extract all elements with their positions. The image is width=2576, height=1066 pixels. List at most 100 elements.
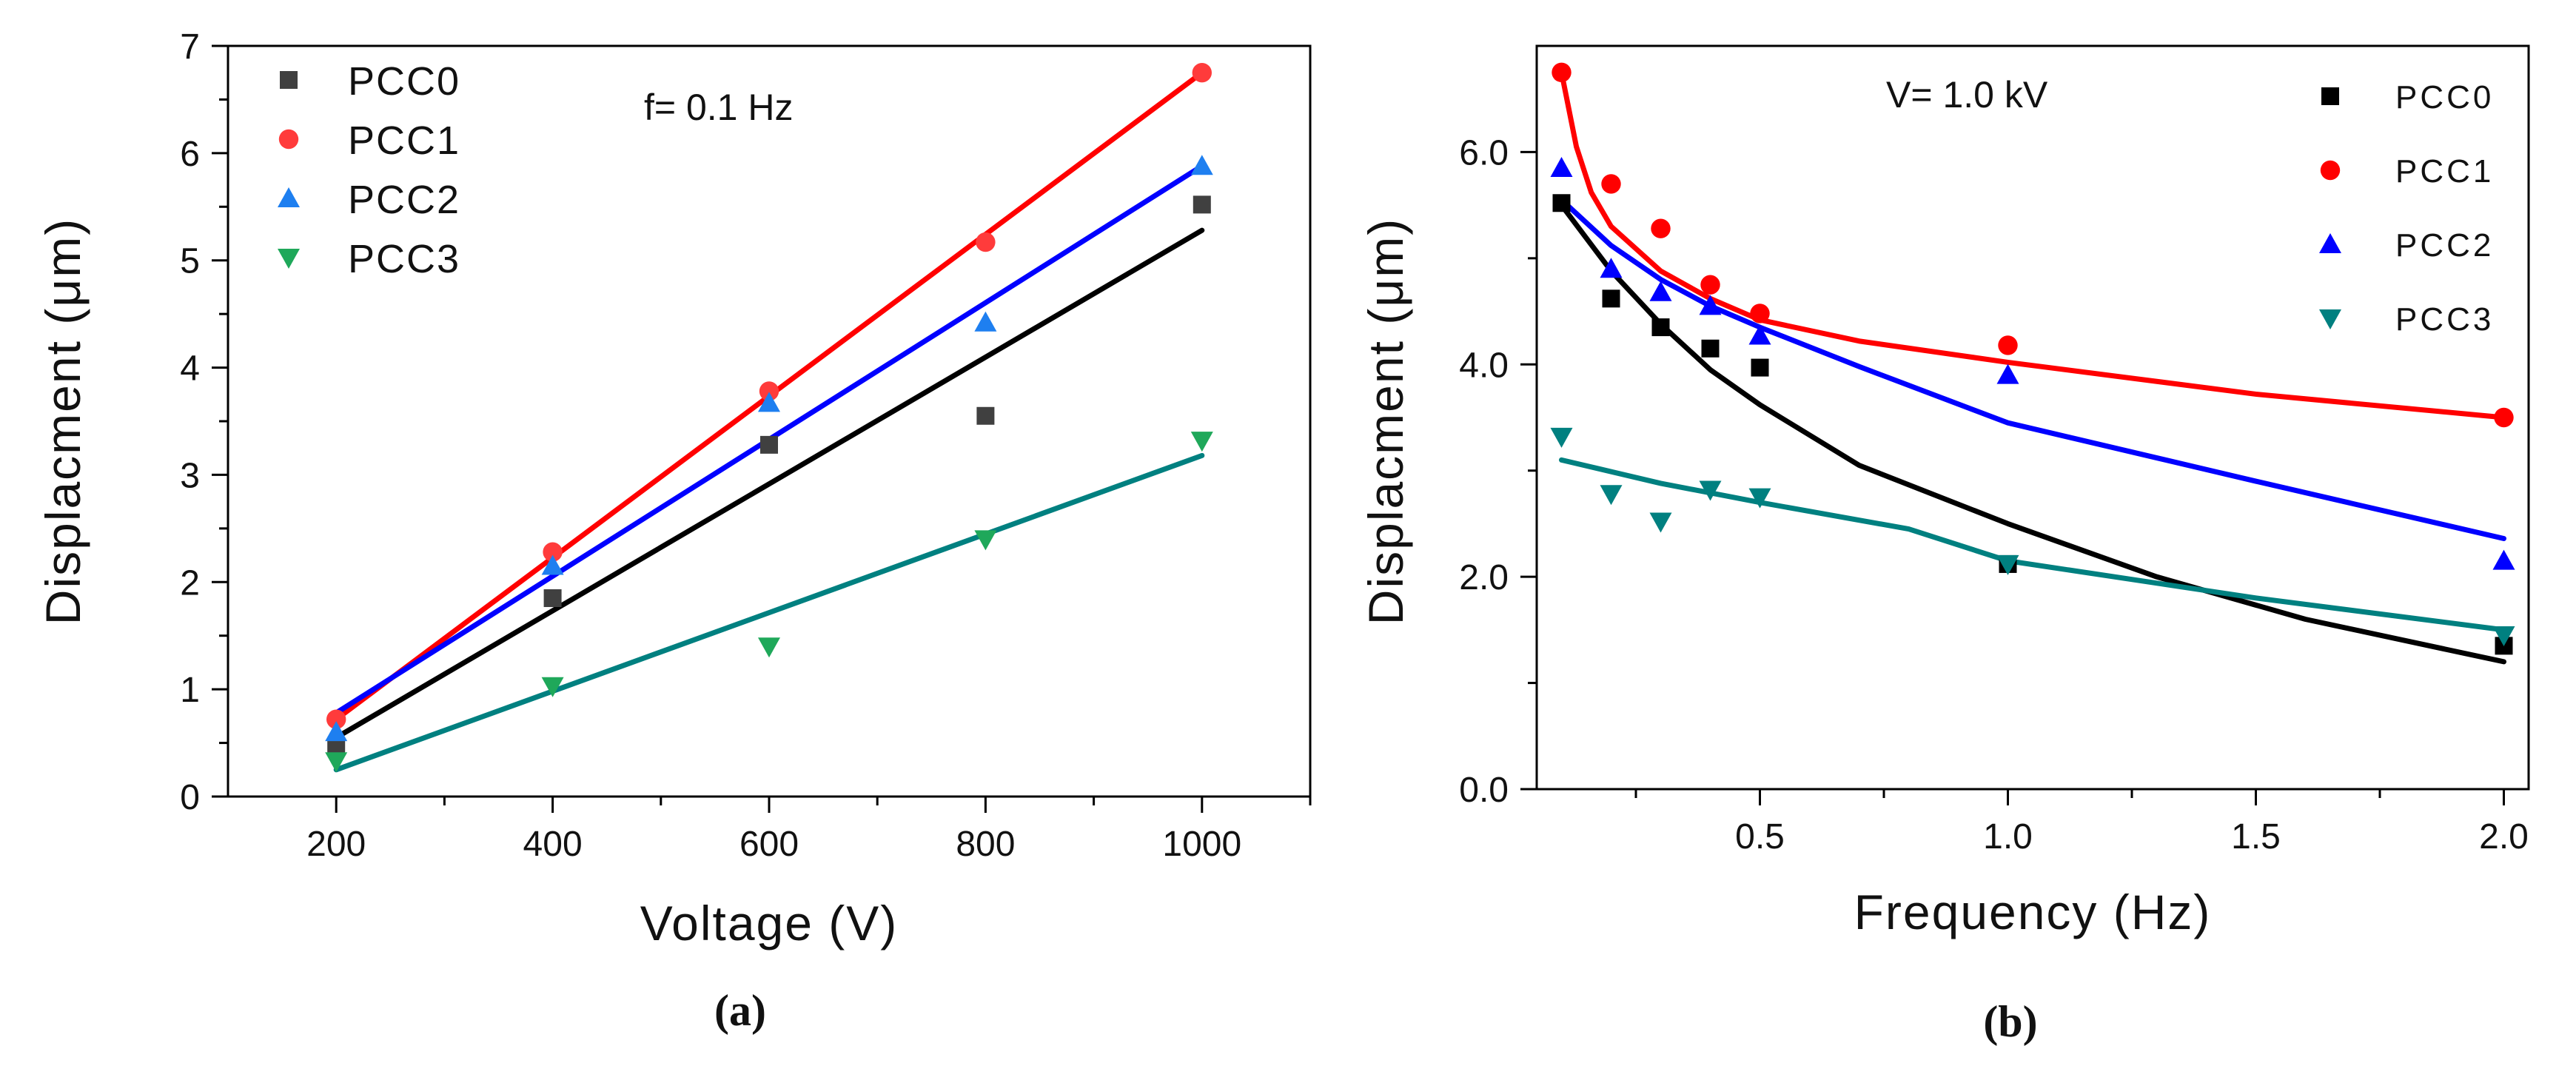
legend-marker-pcc3	[278, 249, 300, 269]
y-tick-label: 6	[180, 135, 200, 174]
data-point-pcc2	[1649, 281, 1672, 301]
fit-line-pcc0	[1559, 202, 2506, 665]
y-ticks-a: 0 1 2 3 4 5 6 7	[180, 27, 228, 817]
data-point-pcc3	[1699, 480, 1722, 501]
data-point-pcc2	[1699, 295, 1722, 315]
y-axis-title-a: Displacment (μm)	[36, 218, 90, 625]
data-point-pcc1	[543, 542, 563, 562]
x-ticks-b: 0.5 1.0 1.5 2.0	[1634, 789, 2529, 857]
y-ticks-b: 0.0 2.0 4.0 6.0	[1459, 133, 1537, 810]
legend-label-pcc1: PCC1	[2395, 153, 2494, 190]
legend-b: PCC0 PCC1 PCC2 PCC3	[2319, 79, 2494, 338]
y-tick-label: 4.0	[1459, 346, 1509, 385]
y-tick-label: 0	[180, 778, 200, 817]
data-point-pcc2	[2492, 549, 2515, 570]
data-point-pcc3	[2492, 626, 2515, 647]
y-tick-label: 7	[180, 27, 200, 67]
data-point-pcc1	[1700, 275, 1720, 295]
x-tick-label: 2.0	[2479, 817, 2529, 857]
data-point-pcc3	[1748, 488, 1771, 509]
panel-label-a: (a)	[714, 986, 766, 1035]
data-point-pcc2	[541, 554, 564, 575]
legend-marker-pcc1	[278, 129, 299, 150]
y-tick-label: 5	[180, 242, 200, 281]
fit-lines-a	[333, 70, 1205, 773]
x-ticks-a: 200 400 600 800 1000	[306, 797, 1312, 864]
fit-lines-b	[1559, 70, 2506, 665]
x-tick-label: 200	[306, 825, 366, 864]
data-point-pcc0	[1701, 339, 1720, 358]
x-tick-label: 800	[956, 825, 1015, 864]
y-axis-title-b: Displacment (μm)	[1358, 218, 1413, 625]
x-axis-title-a: Voltage (V)	[640, 896, 899, 951]
data-points-a	[325, 63, 1213, 773]
legend-marker-pcc1	[2320, 160, 2341, 181]
data-point-pcc3	[1190, 432, 1213, 452]
data-point-pcc2	[1996, 363, 2019, 384]
annotation-b: V= 1.0 kV	[1886, 74, 2048, 115]
y-tick-label: 0.0	[1459, 771, 1509, 810]
data-point-pcc3	[758, 637, 780, 658]
data-point-pcc2	[325, 721, 348, 742]
legend-label-pcc1: PCC1	[348, 118, 460, 163]
y-tick-label: 4	[180, 349, 200, 389]
data-point-pcc0	[1193, 195, 1211, 214]
x-tick-label: 1.5	[2231, 817, 2281, 857]
data-point-pcc3	[1600, 485, 1623, 506]
legend-label-pcc2: PCC2	[348, 178, 460, 222]
legend-a: PCC0 PCC1 PCC2 PCC3	[278, 59, 460, 281]
data-point-pcc3	[1649, 512, 1672, 533]
x-tick-label: 0.5	[1735, 817, 1785, 857]
data-point-pcc2	[974, 311, 997, 332]
data-point-pcc0	[976, 406, 995, 425]
data-point-pcc1	[1651, 218, 1671, 238]
legend-marker-pcc2	[278, 187, 300, 207]
data-point-pcc0	[1602, 289, 1620, 308]
data-point-pcc3	[541, 677, 564, 697]
annotation-a: f= 0.1 Hz	[644, 87, 794, 128]
panel-label-b: (b)	[1983, 997, 2037, 1046]
data-point-pcc3	[1996, 554, 2019, 575]
x-tick-label: 600	[739, 825, 799, 864]
x-tick-label: 400	[523, 825, 583, 864]
legend-label-pcc0: PCC0	[2395, 79, 2494, 115]
y-tick-label: 1	[180, 671, 200, 710]
data-point-pcc0	[1751, 358, 1769, 377]
data-point-pcc3	[1550, 427, 1573, 448]
legend-label-pcc2: PCC2	[2395, 227, 2494, 264]
data-point-pcc1	[759, 381, 779, 401]
fit-line-pcc2	[1559, 197, 2506, 542]
data-point-pcc1	[1998, 335, 2018, 355]
data-point-pcc0	[543, 589, 562, 608]
data-point-pcc3	[325, 752, 348, 773]
x-axis-title-b: Frequency (Hz)	[1854, 885, 2212, 939]
y-tick-label: 6.0	[1459, 133, 1509, 172]
data-point-pcc0	[1552, 194, 1571, 212]
legend-label-pcc3: PCC3	[348, 237, 460, 281]
data-point-pcc1	[1192, 63, 1212, 83]
legend-marker-pcc3	[2319, 309, 2341, 329]
data-point-pcc1	[1552, 62, 1572, 83]
x-tick-label: 1000	[1162, 825, 1241, 864]
fit-line-pcc3	[333, 452, 1205, 773]
plot-frame-b	[1535, 44, 2530, 791]
data-point-pcc2	[1550, 156, 1573, 177]
chart-panel-b: 0.5 1.0 1.5 2.0 0.02.04.06.0 PCC0PCC1PCC2PC…	[1358, 44, 2530, 1046]
data-point-pcc2	[1190, 155, 1213, 175]
legend-marker-pcc0	[2321, 87, 2339, 105]
data-point-pcc2	[758, 392, 780, 412]
y-tick-label: 2	[180, 563, 200, 603]
y-tick-label: 2.0	[1459, 558, 1509, 597]
data-point-pcc1	[1750, 304, 1770, 324]
legend-label-pcc0: PCC0	[348, 59, 460, 104]
fit-line-pcc3	[1559, 457, 2506, 633]
data-point-pcc2	[1748, 324, 1771, 345]
data-point-pcc1	[976, 232, 996, 252]
legend-marker-pcc2	[2319, 233, 2341, 253]
data-point-pcc1	[326, 709, 346, 729]
fit-line-pcc0	[333, 227, 1205, 740]
data-point-pcc3	[974, 530, 997, 551]
data-point-pcc1	[1601, 174, 1621, 194]
